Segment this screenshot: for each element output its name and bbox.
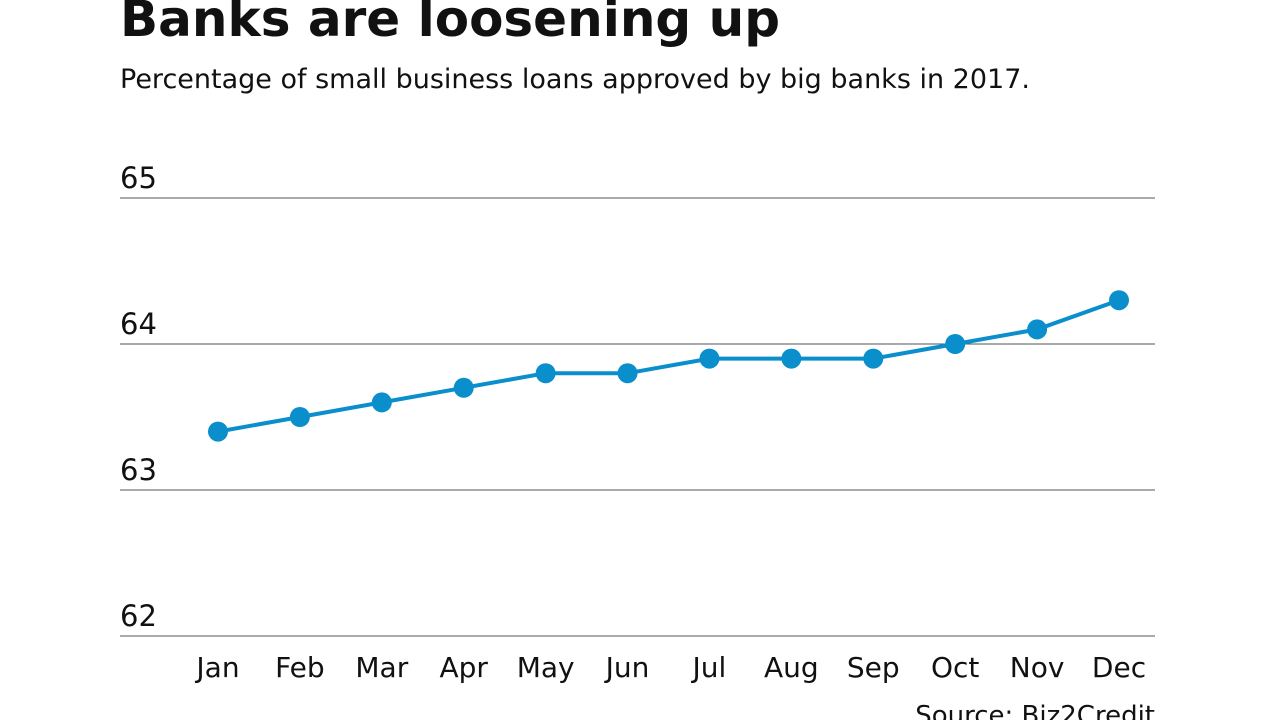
point <box>699 348 720 369</box>
x-tick-label: Jan <box>194 651 239 684</box>
y-tick-label: 63 <box>120 453 157 487</box>
y-tick-label: 65 <box>120 161 157 195</box>
point <box>535 363 556 384</box>
x-tick-label: Nov <box>1010 651 1065 684</box>
y-tick-label: 62 <box>120 599 157 633</box>
point <box>1109 290 1129 311</box>
point <box>208 421 228 442</box>
x-tick-label: Jun <box>604 651 650 684</box>
line <box>217 298 1120 434</box>
point <box>863 348 884 369</box>
point <box>781 348 802 369</box>
point <box>1027 319 1048 340</box>
x-tick-label: Mar <box>355 651 408 684</box>
x-tick-label: Sep <box>847 651 900 684</box>
chart-subtitle: Percentage of small business loans appro… <box>120 64 1030 95</box>
x-tick-label: Apr <box>440 651 489 684</box>
point <box>617 363 638 384</box>
point <box>945 334 966 354</box>
x-tick-label: Oct <box>931 651 979 684</box>
point <box>289 407 310 427</box>
y-tick-label: 64 <box>120 307 157 341</box>
chart-title: Banks are loosening up <box>120 0 780 48</box>
x-tick-label: Aug <box>764 651 819 684</box>
point <box>371 392 392 413</box>
point <box>453 377 474 398</box>
source: Source: Biz2Credit <box>915 701 1155 720</box>
x-tick-label: May <box>517 651 575 684</box>
x-tick-label: Feb <box>275 651 325 684</box>
x-tick-label: Dec <box>1092 651 1146 684</box>
x-tick-label: Jul <box>691 651 727 684</box>
